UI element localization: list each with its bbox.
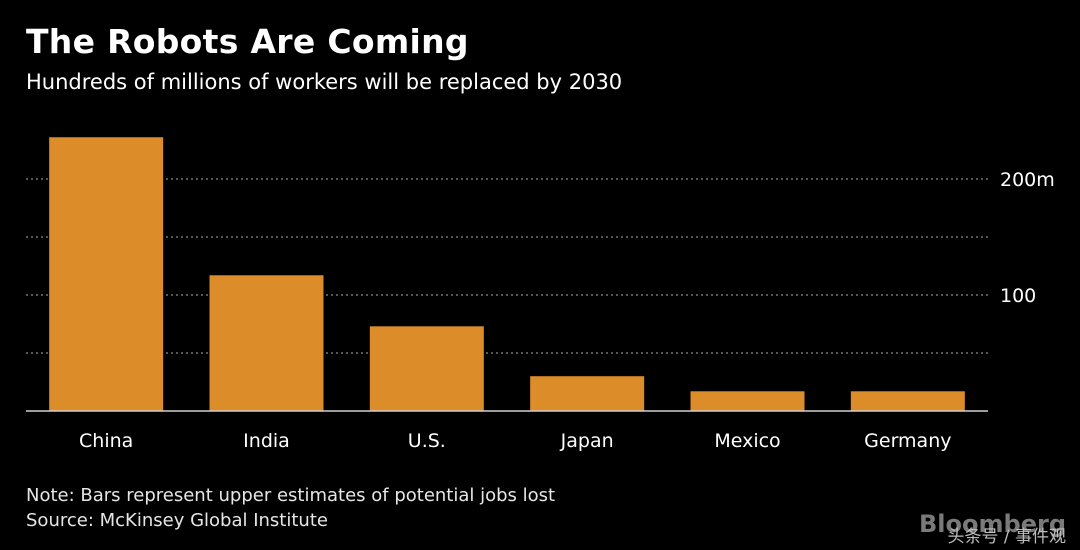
y-tick-label: 200m [1000, 169, 1055, 191]
bar-india [209, 275, 324, 411]
bar-germany [850, 391, 965, 411]
bar-china [49, 137, 164, 412]
x-tick-label: Germany [864, 430, 951, 452]
chart-note: Note: Bars represent upper estimates of … [26, 485, 556, 506]
chart-subtitle: Hundreds of millions of workers will be … [26, 70, 623, 94]
chart-source: Source: McKinsey Global Institute [26, 510, 328, 531]
x-tick-label: China [79, 430, 133, 452]
bar-mexico [690, 391, 805, 411]
bloomberg-logo: Bloomberg [919, 510, 1066, 538]
watermark-overlay: 头条号 / 事件观 [947, 527, 1066, 547]
bar-japan [530, 376, 645, 411]
bar-us [369, 326, 484, 411]
x-tick-label: U.S. [408, 430, 446, 452]
x-tick-label: Japan [560, 430, 614, 452]
x-tick-label: India [243, 430, 290, 452]
y-tick-label: 100 [1000, 285, 1036, 307]
x-tick-label: Mexico [714, 430, 780, 452]
chart-title: The Robots Are Coming [26, 22, 469, 61]
